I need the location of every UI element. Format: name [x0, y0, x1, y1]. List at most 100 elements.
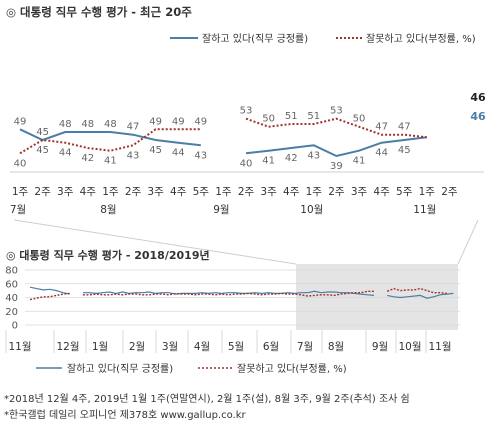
- month-label: 9월: [372, 341, 388, 353]
- approve-value-label: 48: [104, 119, 117, 130]
- month-tick-label: 9월: [213, 204, 229, 216]
- disapprove-value-label: 45: [36, 145, 49, 156]
- disapprove-line-segment-1: [245, 117, 427, 139]
- approve-value-label: 44: [172, 148, 185, 159]
- month-label: 2월: [129, 341, 145, 353]
- approve-value-label: 44: [375, 148, 388, 159]
- approve-history-segment-2: [387, 292, 454, 299]
- y-tick-label: 40: [5, 293, 18, 304]
- zoom-connector-left: [13, 219, 297, 265]
- approve-value-label: 45: [398, 145, 411, 156]
- approve-value-label: 45: [36, 127, 49, 138]
- month-tick-label: 10월: [300, 204, 323, 216]
- top-chart-title: ◎ 대통령 직무 수행 평가 - 최근 20주: [6, 5, 192, 19]
- disapprove-value-label: 49: [172, 116, 185, 127]
- disapprove-value-label: 47: [398, 122, 411, 133]
- month-label: 5월: [228, 341, 244, 353]
- yearly-overview-chart: 0 20 40 60 80 11월 12월 1월 2월 3월 4월 5월 6월 7월 8월 9월 10월 11월잘…: [5, 264, 460, 375]
- week-tick-label: 3주: [351, 186, 368, 198]
- disapprove-history-segment-2: [386, 287, 447, 295]
- approve-value-label: 43: [194, 150, 207, 161]
- week-tick-label: 1주: [12, 186, 29, 198]
- week-tick-label: 4주: [373, 186, 390, 198]
- week-tick-label: 2주: [238, 186, 255, 198]
- week-tick-label: 5주: [193, 186, 210, 198]
- disapprove-value-label: 53: [240, 106, 253, 117]
- disapprove-value-label: 50: [262, 114, 275, 125]
- approve-value-label: 39: [330, 161, 343, 172]
- disapprove-value-label: 43: [127, 150, 140, 161]
- y-tick-label: 0: [12, 321, 18, 332]
- month-label: 11월: [8, 341, 31, 353]
- week-tick-label: 4주: [80, 186, 97, 198]
- approve-value-label: 40: [240, 158, 253, 169]
- bottom-chart-title: ◎ 대통령 직무 수행 평가 - 2018/2019년: [6, 249, 210, 262]
- bottom-legend-disapprove-label: 잘못하고 있다(부정률, %): [237, 362, 347, 375]
- approve-value-label: 48: [81, 119, 94, 130]
- disapprove-value-label: 42: [81, 153, 94, 164]
- month-label: 12월: [56, 341, 79, 353]
- footnote-source: *한국갤럽 데일리 오피니언 제378호 www.gallup.co.kr: [4, 410, 246, 421]
- approve-value-label: 49: [14, 116, 27, 127]
- week-tick-label: 4주: [283, 186, 300, 198]
- bottom-legend-approve-label: 잘하고 있다(직무 긍정률): [67, 362, 173, 375]
- disapprove-value-label: 49: [149, 116, 162, 127]
- disapprove-value-label: 47: [375, 122, 388, 133]
- approve-value-label: 41: [353, 156, 366, 167]
- footnote-survey-gaps: *2018년 12월 4주, 2019년 1월 1주(연말연시), 2월 1주(…: [4, 394, 410, 405]
- approve-history-segment-1: [82, 290, 375, 296]
- week-tick-label: 3주: [147, 186, 164, 198]
- week-tick-label: 2주: [441, 186, 458, 198]
- recent-20-weeks-chart: 잘하고 있다(직무 긍정률) 잘못하고 있다(부정률, %) 49 45 48 48 48 4…: [10, 32, 486, 265]
- week-tick-label: 2주: [125, 186, 142, 198]
- approve-value-label: 45: [149, 145, 162, 156]
- disapprove-history-segment-0: [29, 292, 70, 301]
- month-tick-label: 8월: [100, 204, 116, 216]
- month-label: 7월: [297, 341, 313, 353]
- legend-approve-label: 잘하고 있다(직무 긍정률): [202, 32, 308, 45]
- disapprove-value-label: 41: [104, 156, 117, 167]
- approve-value-label: 41: [262, 156, 275, 167]
- week-tick-label: 5주: [396, 186, 413, 198]
- y-tick-label: 60: [5, 279, 18, 290]
- approve-value-label: 43: [307, 150, 320, 161]
- week-tick-label: 4주: [170, 186, 187, 198]
- week-tick-label: 1주: [215, 186, 232, 198]
- month-tick-label: 7월: [10, 204, 26, 216]
- approve-end-label: 46: [470, 110, 486, 123]
- disapprove-value-label: 44: [59, 148, 72, 159]
- week-tick-label: 1주: [419, 186, 436, 198]
- week-tick-label: 3주: [57, 186, 74, 198]
- approve-value-label: 42: [285, 153, 298, 164]
- month-tick-label: 11월: [413, 204, 436, 216]
- week-tick-label: 2주: [34, 186, 51, 198]
- week-tick-label: 1주: [306, 186, 323, 198]
- y-tick-label: 20: [5, 307, 18, 318]
- approve-value-label: 47: [127, 122, 140, 133]
- week-tick-label: 2주: [328, 186, 345, 198]
- disapprove-value-label: 51: [285, 111, 298, 122]
- month-label: 3월: [162, 341, 178, 353]
- month-label: 6월: [263, 341, 279, 353]
- disapprove-value-label: 51: [307, 111, 320, 122]
- disapprove-value-label: 40: [14, 158, 27, 169]
- month-label: 1월: [92, 341, 108, 353]
- approve-line-segment-0: [19, 128, 201, 147]
- disapprove-value-label: 53: [330, 106, 343, 117]
- month-label: 4월: [194, 341, 210, 353]
- disapprove-end-label: 46: [470, 91, 486, 104]
- zoom-connector-right: [457, 219, 479, 265]
- disapprove-line-segment-0: [19, 128, 201, 155]
- y-tick-label: 80: [5, 266, 18, 277]
- disapprove-value-label: 49: [194, 116, 207, 127]
- disapprove-value-label: 50: [353, 114, 366, 125]
- week-tick-label: 3주: [260, 186, 277, 198]
- approve-value-label: 48: [59, 119, 72, 130]
- approve-line-segment-1: [245, 136, 427, 158]
- month-label: 10월: [398, 341, 421, 353]
- approve-history-segment-0: [29, 286, 70, 295]
- legend-disapprove-label: 잘못하고 있다(부정률, %): [366, 32, 476, 45]
- week-tick-label: 1주: [102, 186, 119, 198]
- month-label: 8월: [328, 341, 344, 353]
